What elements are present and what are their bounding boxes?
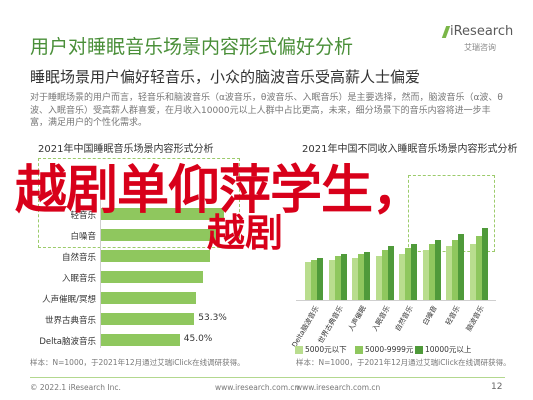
left-bar	[101, 271, 203, 283]
right-bar	[405, 248, 411, 300]
page-subtitle: 睡眠场景用户偏好轻音乐，小众的脑波音乐受高薪人士偏爱	[30, 68, 421, 86]
right-chart-title: 2021年中国不同收入睡眠音乐场景内容形式分析	[302, 144, 518, 155]
legend-item: 5000元以下	[295, 344, 347, 355]
page-number: 12	[491, 382, 503, 392]
right-bar	[375, 256, 382, 300]
right-bar	[387, 246, 394, 300]
right-bar	[458, 234, 464, 300]
right-bar	[352, 258, 358, 300]
right-bar	[381, 250, 388, 300]
logo-cn-text: 艾瑞咨询	[464, 43, 496, 52]
left-bar	[101, 292, 196, 304]
footer-source-right: www.iresearch.com.cn	[296, 383, 381, 392]
right-bar	[475, 236, 482, 300]
description-paragraph: 对于睡眠场景的用户而言，轻音乐和脑波音乐（α波音乐，θ波音乐、入眠音乐）是主要选…	[30, 93, 503, 128]
legend-label: 5000元以下	[305, 345, 347, 354]
legend-label: 10000元以上	[425, 345, 472, 354]
left-bar	[101, 208, 224, 220]
footer-source: © 2022.1 iResearch Inc.	[30, 383, 121, 392]
right-bar	[469, 244, 476, 300]
left-bar-label: 世界古典音乐	[44, 316, 96, 326]
footer-divider	[30, 377, 505, 378]
logo-text: iResearch	[450, 24, 514, 39]
right-bar	[358, 254, 364, 300]
legend-swatch	[415, 346, 423, 354]
overlay-caption-line2: 越剧	[207, 211, 284, 255]
legend-item: 5000-9999元	[355, 344, 413, 355]
left-bar	[101, 229, 217, 241]
right-bar	[364, 252, 370, 300]
right-bar	[311, 260, 317, 300]
left-chart-axis	[100, 200, 101, 348]
right-bar	[446, 246, 452, 300]
left-bar-label: 人声催眠/冥想	[42, 295, 96, 305]
left-bar	[101, 250, 210, 262]
right-bar	[305, 262, 311, 300]
left-bar	[101, 334, 180, 346]
right-bar	[328, 260, 335, 300]
left-bar-label: 轻音乐	[70, 211, 96, 221]
right-bar	[422, 250, 429, 300]
iresearch-logo: iResearch 艾瑞咨询	[441, 24, 513, 56]
legend-label: 5000-9999元	[365, 345, 414, 354]
highlight-box-left	[38, 158, 240, 248]
left-bar-label: 自然音乐	[61, 253, 96, 263]
left-bar-label: 入眠音乐	[61, 274, 96, 284]
right-bar	[334, 256, 341, 300]
logo-mark-icon	[441, 26, 451, 38]
right-bar	[340, 254, 347, 300]
right-bar	[399, 254, 405, 300]
legend-swatch	[355, 346, 363, 354]
left-sample-note: 样本：N=1000，于2021年12月通过艾瑞iClick在线调研获得。	[30, 358, 245, 367]
right-bar	[411, 244, 417, 300]
left-chart-title: 2021年中国睡眠音乐场景内容形式分析	[38, 144, 214, 155]
left-bar-label: 白噪音	[70, 232, 96, 242]
left-bar-value: 53.3%	[198, 313, 227, 323]
left-bar-label: Delta脑波音乐	[39, 337, 96, 347]
legend-swatch	[295, 346, 303, 354]
overlay-caption-line1: 越剧单仰萍学生，	[15, 161, 424, 221]
right-bar	[317, 258, 323, 300]
page-title: 用户对睡眠音乐场景内容形式偏好分析	[30, 36, 354, 58]
right-sample-note: 样本：N=1000，于2021年12月通过艾瑞iClick在线调研获得。	[296, 358, 511, 367]
right-bar	[428, 244, 435, 300]
right-chart-axis	[296, 300, 496, 301]
right-bar	[434, 240, 441, 300]
right-bar	[452, 240, 458, 300]
left-bar-value: 45.0%	[183, 334, 213, 344]
right-bar	[481, 228, 488, 300]
legend-item: 10000元以上	[415, 344, 471, 355]
left-bar	[101, 313, 195, 325]
footer-site: www.iresearch.com.cn	[215, 383, 300, 392]
